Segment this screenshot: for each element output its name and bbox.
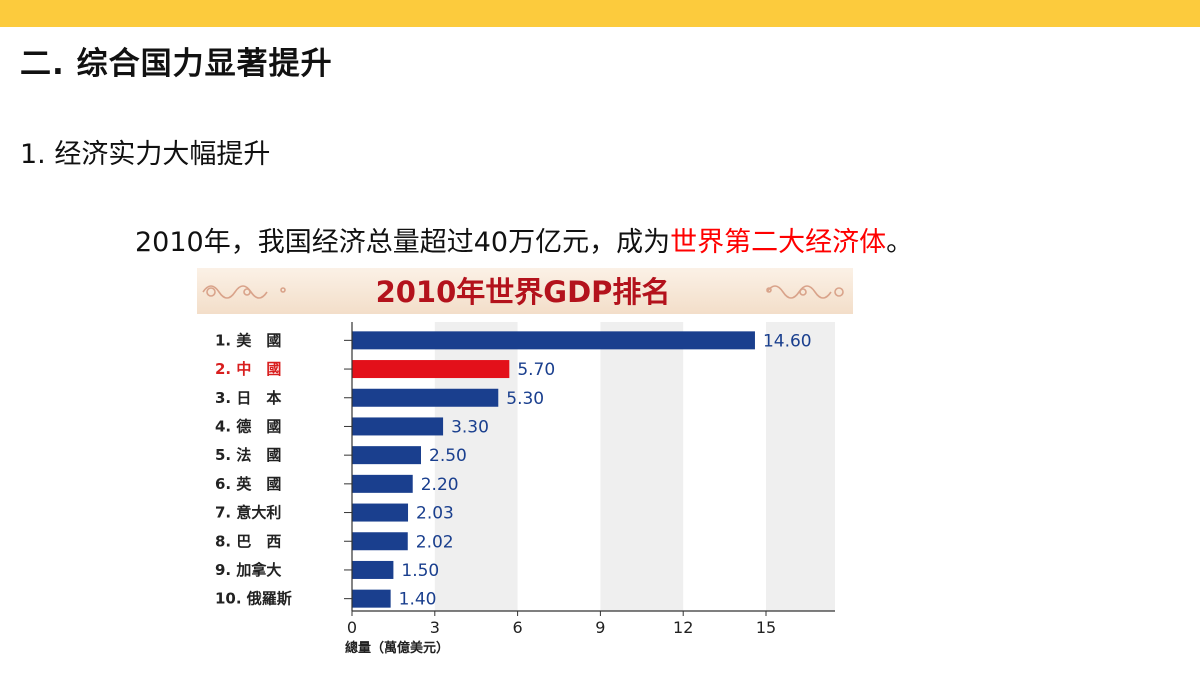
bar <box>352 446 421 465</box>
value-label: 2.03 <box>416 504 454 524</box>
category-label: 2. 中 國 <box>215 360 281 378</box>
value-label: 3.30 <box>451 417 489 437</box>
value-label: 1.40 <box>399 590 437 610</box>
statement-highlight: 世界第二大经济体 <box>670 227 887 258</box>
category-label: 5. 法 國 <box>215 446 281 464</box>
statement-end: 。 <box>886 227 914 258</box>
x-axis: 0 3 6 9 12 15 <box>347 322 835 637</box>
value-label: 2.02 <box>416 532 454 552</box>
category-label: 3. 日 本 <box>215 389 281 407</box>
category-label: 8. 巴 西 <box>215 532 281 550</box>
category-label: 6. 英 國 <box>215 475 281 493</box>
top-accent-band <box>0 0 1200 27</box>
bar <box>352 331 755 350</box>
title-banner <box>197 268 853 314</box>
x-tick-label: 3 <box>430 618 440 637</box>
value-label: 2.20 <box>421 475 459 495</box>
bar <box>352 532 408 551</box>
grid-band <box>766 322 835 611</box>
gdp-statement: 2010年，我国经济总量超过40万亿元，成为世界第二大经济体。 <box>135 220 913 259</box>
bar <box>352 589 391 608</box>
x-axis-label: 總量（萬億美元） <box>345 640 449 656</box>
grid-band <box>600 322 684 611</box>
category-label: 9. 加拿大 <box>215 561 281 579</box>
chart-svg: 2010年世界GDP排名 1. 美 國 2. 中 國 3. 日 本 4. 德 國 5. … <box>197 268 853 656</box>
value-label: 1.50 <box>401 561 439 581</box>
left-ornament-icon <box>202 285 286 299</box>
bars <box>352 331 755 608</box>
bar <box>352 360 510 379</box>
bar <box>352 388 499 407</box>
slide-heading: 二. 综合国力显著提升 <box>20 46 333 82</box>
bar <box>352 474 413 493</box>
category-labels: 1. 美 國 2. 中 國 3. 日 本 4. 德 國 5. 法 國 6. 英 國 7. 意… <box>215 331 352 608</box>
right-ornament-icon <box>766 285 844 299</box>
value-label: 2.50 <box>429 446 467 466</box>
x-tick-label: 6 <box>513 618 523 637</box>
value-label: 5.70 <box>517 360 555 380</box>
category-label: 10. 俄羅斯 <box>215 590 292 608</box>
value-label: 5.30 <box>506 389 544 409</box>
x-tick-label: 0 <box>347 618 357 637</box>
x-tick-label: 12 <box>673 618 693 637</box>
value-label: 14.60 <box>763 331 812 351</box>
category-label: 4. 德 國 <box>215 417 281 435</box>
x-tick-label: 15 <box>756 618 776 637</box>
x-tick-label: 9 <box>595 618 605 637</box>
gdp-ranking-chart: 2010年世界GDP排名 1. 美 國 2. 中 國 3. 日 本 4. 德 國 5. … <box>197 268 853 658</box>
bar <box>352 503 409 522</box>
slide-subheading: 1. 经济实力大幅提升 <box>20 139 271 170</box>
category-label: 1. 美 國 <box>215 331 281 349</box>
bar <box>352 560 394 579</box>
chart-title: 2010年世界GDP排名 <box>376 275 671 309</box>
category-label: 7. 意大利 <box>215 504 281 522</box>
bar <box>352 417 444 436</box>
statement-text: 2010年，我国经济总量超过40万亿元，成为 <box>135 227 671 258</box>
value-labels: 14.60 5.70 5.30 3.30 2.50 2.20 2.03 2.02 1.50 1.4… <box>399 331 812 609</box>
